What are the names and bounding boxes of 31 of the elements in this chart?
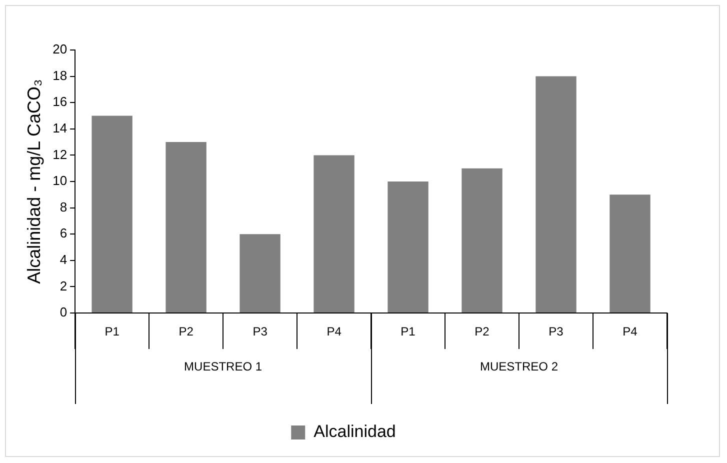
- legend-label: Alcalinidad: [314, 422, 396, 442]
- y-tick-label: 0: [60, 304, 68, 320]
- x-tick-label: P4: [622, 324, 638, 339]
- x-tick-label: P1: [400, 324, 416, 339]
- bar: [314, 155, 354, 312]
- y-tick-label: 6: [60, 226, 68, 241]
- x-tick-label: P4: [326, 324, 342, 339]
- bar: [610, 194, 650, 312]
- bar: [166, 142, 206, 312]
- bar: [92, 116, 132, 312]
- bar: [536, 76, 576, 312]
- text: MUESTREO 1: [184, 359, 262, 374]
- y-tick-label: 2: [60, 278, 68, 294]
- y-tick-label: 8: [60, 199, 68, 214]
- text: MUESTREO 2: [480, 359, 558, 374]
- y-tick-label: 4: [60, 252, 68, 267]
- x-tick-label: P3: [548, 324, 564, 339]
- x-tick-label: P2: [474, 324, 490, 339]
- x-tick-label: P3: [252, 324, 268, 339]
- x-tick-label: P2: [178, 324, 194, 339]
- y-tick-label: 14: [52, 120, 68, 136]
- y-tick-label: 12: [52, 146, 68, 162]
- y-tick-label: 20: [52, 42, 68, 57]
- bar: [388, 182, 428, 312]
- bar: [462, 168, 502, 312]
- x-tick-label: P1: [104, 324, 120, 339]
- y-tick-label: 18: [52, 68, 68, 83]
- bar: [240, 234, 280, 312]
- y-tick-label: 10: [52, 173, 68, 188]
- y-tick-label: 16: [52, 94, 68, 110]
- y-axis-title: Alcalinidad - mg/L CaCO₃: [24, 79, 44, 284]
